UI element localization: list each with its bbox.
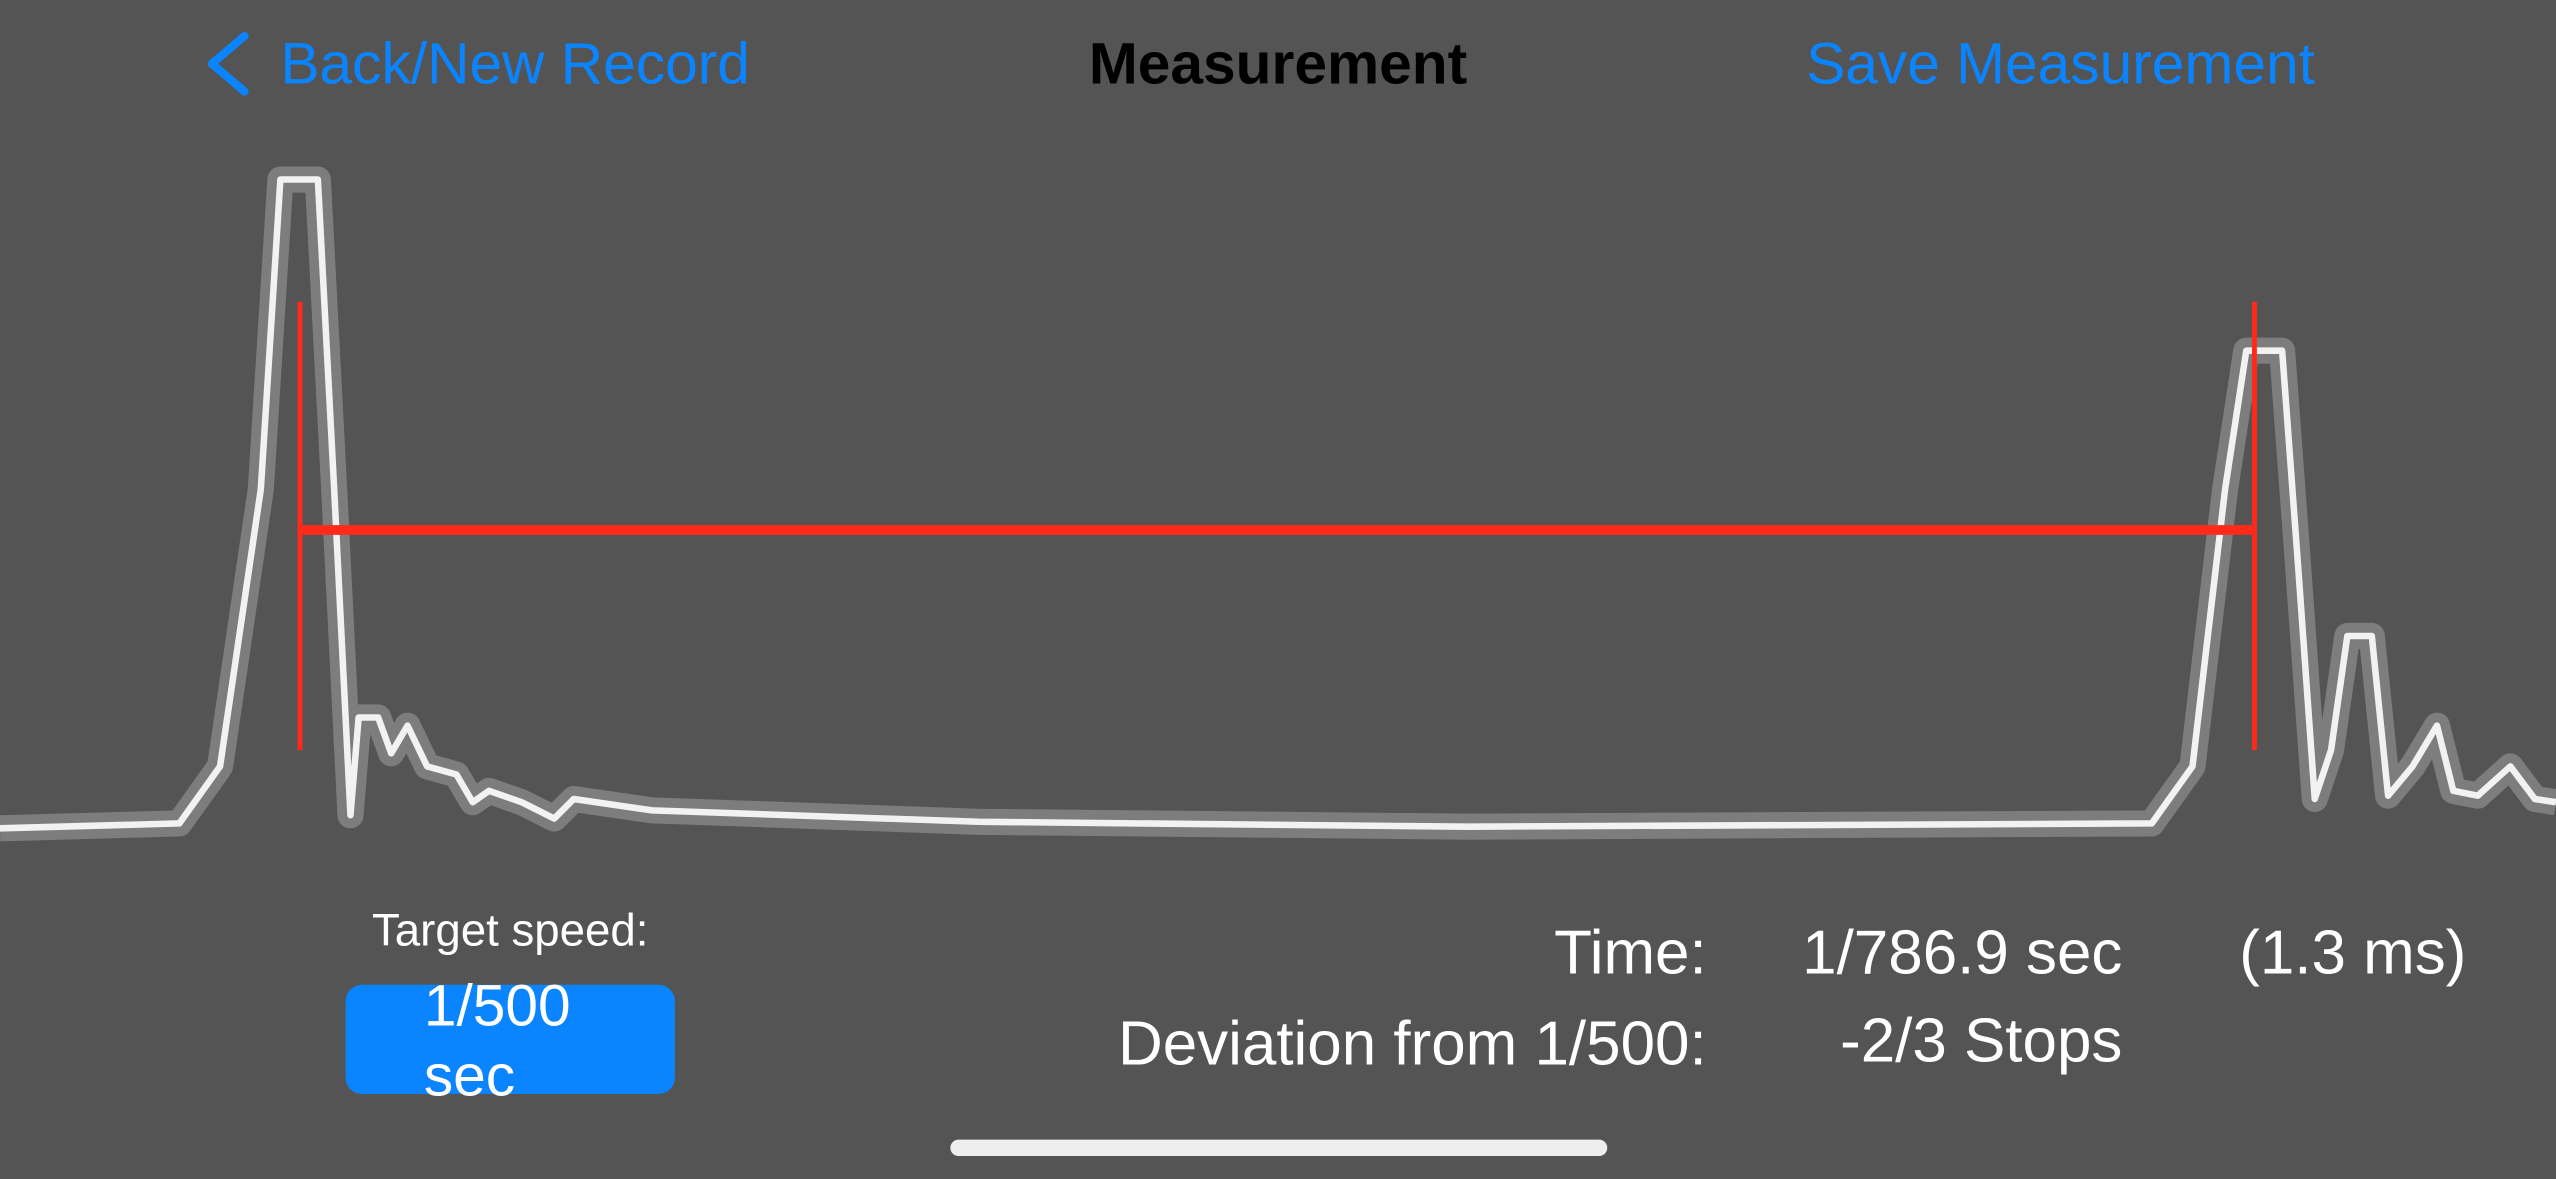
target-button-text[interactable]: 1/500 sec (423, 971, 571, 1109)
time-label: Time: (1554, 918, 1707, 987)
waveform (0, 166, 2556, 842)
back-button[interactable]: Back/New Record (280, 31, 750, 96)
back-chevron[interactable] (207, 32, 249, 96)
signal (0, 176, 2556, 832)
target-button-bg[interactable] (345, 984, 675, 1095)
nav-bar: Back/New Record Measurement Save Measure… (207, 31, 2315, 96)
home-indicator (950, 1139, 1608, 1156)
deviation-value: -2/3 Stops (1840, 1006, 2122, 1075)
time-ms: (1.3 ms) (2239, 918, 2466, 987)
deviation-label: Deviation from 1/500: (1118, 1010, 1707, 1079)
target-button[interactable]: 1/500 sec (424, 970, 685, 1117)
target-label: Target speed: (372, 905, 648, 956)
time-value: 1/786.9 sec (1802, 918, 2122, 987)
results: Time: 1/786.9 sec (1.3 ms) Deviation fro… (1118, 918, 2466, 1078)
save-button[interactable]: Save Measurement (1806, 31, 2315, 96)
nav-title: Measurement (1089, 31, 1467, 96)
